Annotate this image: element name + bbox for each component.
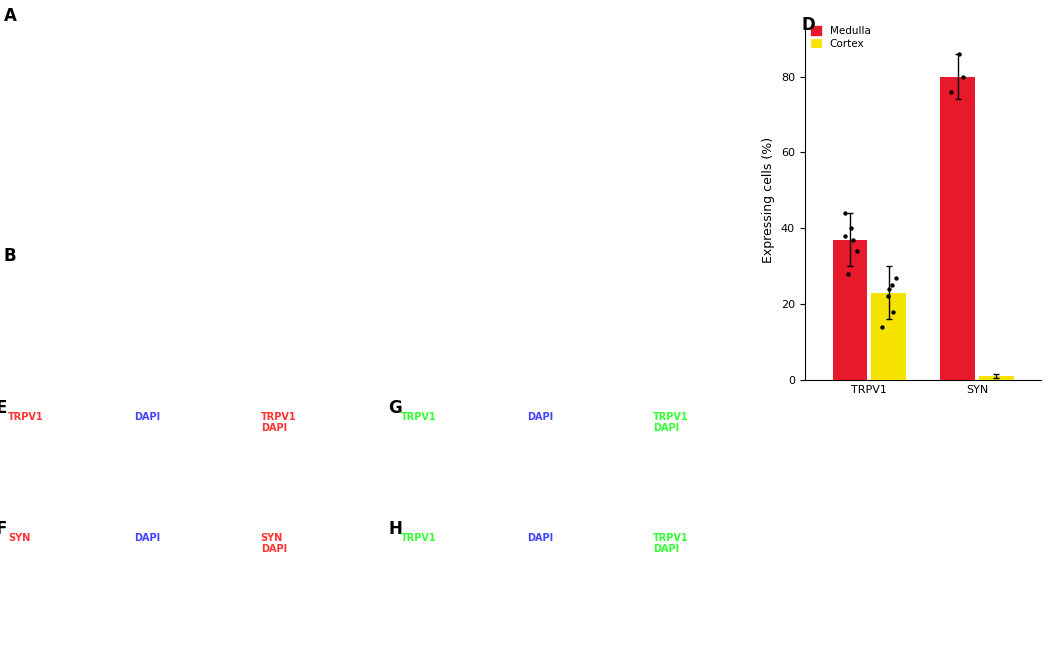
Text: G: G xyxy=(388,398,402,417)
Legend: Medulla, Cortex: Medulla, Cortex xyxy=(810,25,872,50)
Point xyxy=(836,231,853,241)
Point xyxy=(888,272,905,283)
Text: H: H xyxy=(388,519,402,538)
Text: DAPI: DAPI xyxy=(135,411,161,422)
Text: SYN
DAPI: SYN DAPI xyxy=(261,533,287,554)
Point xyxy=(874,322,891,332)
Point xyxy=(884,280,901,290)
Point xyxy=(954,71,971,82)
Text: TRPV1: TRPV1 xyxy=(8,411,44,422)
Text: E: E xyxy=(0,398,7,417)
Point xyxy=(839,269,856,279)
Text: TRPV1
DAPI: TRPV1 DAPI xyxy=(653,411,689,433)
Point xyxy=(885,307,902,317)
Point xyxy=(836,208,853,218)
Text: TRPV1: TRPV1 xyxy=(401,533,437,543)
Text: B: B xyxy=(4,248,17,265)
Text: DAPI: DAPI xyxy=(135,533,161,543)
Point xyxy=(845,234,862,245)
Text: TRPV1
DAPI: TRPV1 DAPI xyxy=(653,533,689,554)
Text: C: C xyxy=(402,12,414,30)
Y-axis label: Expressing cells (%): Expressing cells (%) xyxy=(763,137,775,263)
Text: DAPI: DAPI xyxy=(527,411,553,422)
Bar xyxy=(979,376,1013,380)
Text: A: A xyxy=(4,7,17,26)
Point xyxy=(951,48,968,59)
Text: F: F xyxy=(0,519,7,538)
Text: TRPV1: TRPV1 xyxy=(401,411,437,422)
Text: TRPV1
DAPI: TRPV1 DAPI xyxy=(261,411,297,433)
Bar xyxy=(871,293,906,380)
Point xyxy=(848,246,865,256)
Text: DAPI: DAPI xyxy=(527,533,553,543)
Bar xyxy=(940,77,975,380)
Text: SYN: SYN xyxy=(8,533,31,543)
Bar xyxy=(833,240,867,380)
Point xyxy=(881,284,897,294)
Point xyxy=(943,86,959,97)
Text: D: D xyxy=(802,16,815,34)
Point xyxy=(843,223,859,233)
Point xyxy=(879,291,896,302)
